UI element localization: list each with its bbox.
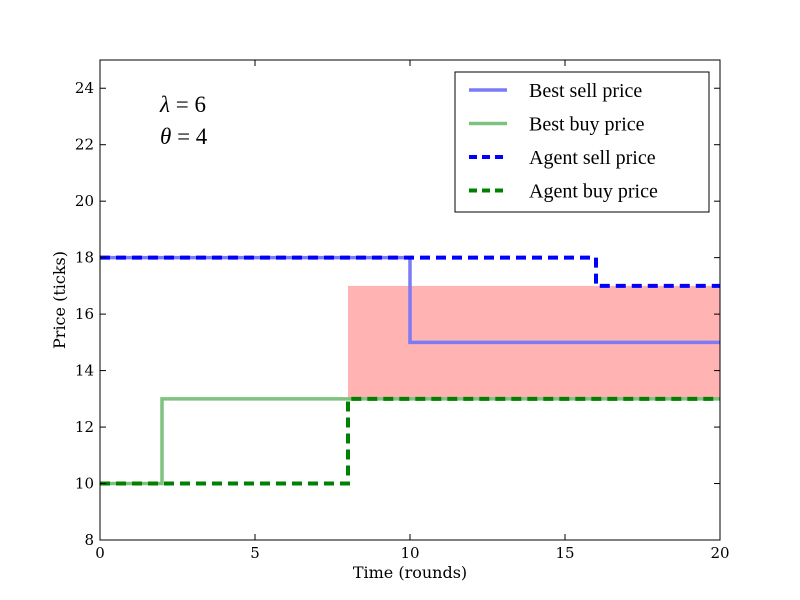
series-line-best-sell-price (100, 255, 720, 345)
y-tick-label: 14 (75, 362, 94, 380)
legend-label: Agent buy price (529, 181, 658, 203)
parameter-annotation: θ = 4 (160, 124, 208, 149)
y-tick-label: 12 (75, 418, 94, 436)
y-tick-label: 10 (75, 475, 94, 493)
series-line-best-buy-price (100, 397, 720, 486)
y-tick-label: 16 (75, 305, 94, 323)
y-axis-label: Price (ticks) (50, 251, 69, 349)
y-tick-label: 22 (75, 136, 94, 154)
series-line-agent-sell-price (100, 255, 720, 288)
x-tick-label: 20 (710, 544, 729, 562)
y-tick-label: 24 (75, 79, 94, 97)
legend-label: Best buy price (529, 114, 645, 136)
legend-label: Agent sell price (529, 147, 656, 169)
x-tick-label: 10 (400, 544, 419, 562)
x-tick-label: 0 (95, 544, 105, 562)
y-tick-label: 18 (75, 249, 94, 267)
series-line-agent-buy-price (100, 396, 720, 486)
x-tick-label: 5 (250, 544, 260, 562)
parameter-annotation: λ = 6 (159, 92, 206, 117)
y-tick-label: 20 (75, 192, 94, 210)
x-axis-label: Time (rounds) (353, 563, 467, 582)
legend-label: Best sell price (529, 80, 642, 102)
y-tick-label: 8 (84, 531, 94, 549)
x-tick-label: 15 (555, 544, 574, 562)
